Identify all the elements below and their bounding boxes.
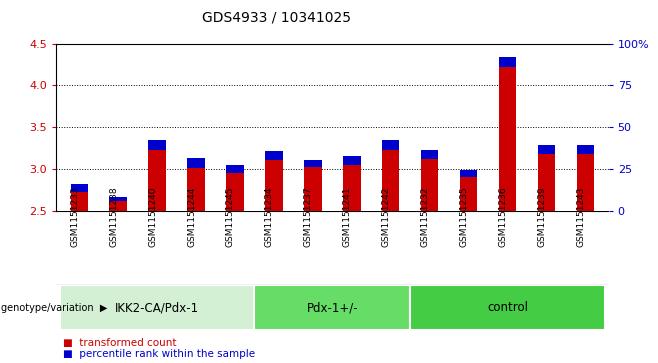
Text: GSM1151232: GSM1151232 — [420, 186, 430, 247]
Text: GSM1151240: GSM1151240 — [148, 186, 157, 247]
Bar — [382, 140, 399, 150]
Bar — [265, 151, 283, 160]
Text: GSM1151244: GSM1151244 — [187, 186, 196, 247]
Bar — [538, 154, 555, 211]
Text: GSM1151239: GSM1151239 — [538, 186, 546, 247]
Bar — [499, 57, 517, 67]
Text: GSM1151241: GSM1151241 — [343, 186, 352, 247]
Bar — [421, 159, 438, 211]
Text: GSM1151238: GSM1151238 — [109, 186, 118, 247]
Bar — [148, 150, 166, 211]
Text: GDS4933 / 10341025: GDS4933 / 10341025 — [202, 11, 351, 25]
Bar — [304, 160, 322, 167]
Bar — [576, 154, 594, 211]
Bar — [188, 168, 205, 211]
Text: IKK2-CA/Pdx-1: IKK2-CA/Pdx-1 — [115, 301, 199, 314]
Text: ■  transformed count: ■ transformed count — [63, 338, 176, 348]
Text: GSM1151242: GSM1151242 — [382, 186, 391, 247]
Bar — [538, 146, 555, 154]
Bar — [70, 184, 88, 192]
Bar — [265, 160, 283, 211]
Bar — [304, 167, 322, 211]
Bar — [60, 285, 255, 330]
Bar — [226, 173, 243, 211]
Bar — [576, 146, 594, 154]
Bar — [109, 200, 127, 211]
Bar — [343, 156, 361, 165]
Text: GSM1151234: GSM1151234 — [265, 186, 274, 247]
Bar — [255, 285, 410, 330]
Bar — [410, 285, 605, 330]
Text: GSM1151245: GSM1151245 — [226, 186, 235, 247]
Bar — [382, 150, 399, 211]
Bar — [460, 177, 477, 211]
Bar — [460, 171, 477, 177]
Text: GSM1151235: GSM1151235 — [459, 186, 468, 247]
Bar — [343, 165, 361, 211]
Text: genotype/variation  ▶: genotype/variation ▶ — [1, 303, 108, 313]
Bar — [499, 67, 517, 211]
Text: GSM1151236: GSM1151236 — [499, 186, 507, 247]
Bar — [188, 158, 205, 168]
Bar — [421, 150, 438, 159]
Text: Pdx-1+/-: Pdx-1+/- — [307, 301, 358, 314]
Text: ■  percentile rank within the sample: ■ percentile rank within the sample — [63, 349, 255, 359]
Text: GSM1151243: GSM1151243 — [576, 186, 586, 247]
Text: GSM1151237: GSM1151237 — [304, 186, 313, 247]
Bar — [148, 140, 166, 150]
Bar — [109, 197, 127, 200]
Text: control: control — [487, 301, 528, 314]
Bar — [70, 192, 88, 211]
Text: GSM1151233: GSM1151233 — [70, 186, 79, 247]
Bar — [226, 164, 243, 173]
